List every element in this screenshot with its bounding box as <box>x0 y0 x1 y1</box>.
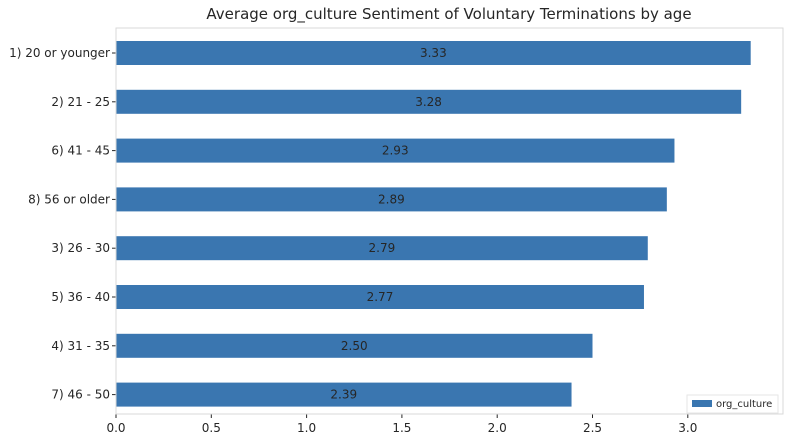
x-tick-label: 1.5 <box>392 421 411 435</box>
bar <box>116 382 572 407</box>
legend-swatch <box>692 400 712 407</box>
bar-value-label: 2.77 <box>367 290 394 304</box>
bar <box>116 187 667 212</box>
legend-box <box>686 394 779 414</box>
plot-frame <box>115 27 784 415</box>
bar <box>116 89 742 114</box>
bar-value-label: 2.50 <box>341 339 368 353</box>
chart-title: Average org_culture Sentiment of Volunta… <box>206 5 691 24</box>
bar-value-label: 2.93 <box>382 144 409 158</box>
bar-value-label: 2.39 <box>330 388 357 402</box>
y-tick-label: 8) 56 or older <box>28 192 110 206</box>
labels-layer: 3.33 3.28 2.93 2.89 2.79 2.77 2.50 2.39 <box>330 46 446 402</box>
y-tick-label: 7) 46 - 50 <box>51 388 110 402</box>
x-tick-label: 3.0 <box>678 421 697 435</box>
y-tick-label: 5) 36 - 40 <box>51 290 110 304</box>
bar <box>116 333 593 358</box>
bar <box>116 138 675 163</box>
y-axis: 1) 20 or younger 2) 21 - 25 6) 41 - 45 8) 5… <box>9 46 116 402</box>
x-tick-label: 0.0 <box>106 421 125 435</box>
x-tick-label: 2.5 <box>583 421 602 435</box>
y-tick-label: 2) 21 - 25 <box>51 95 110 109</box>
y-tick-label: 4) 31 - 35 <box>51 339 110 353</box>
y-tick-label: 6) 41 - 45 <box>51 144 110 158</box>
bar <box>116 236 648 261</box>
bar-value-label: 3.33 <box>420 46 447 60</box>
y-tick-label: 1) 20 or younger <box>9 46 110 60</box>
x-tick-label: 0.5 <box>202 421 221 435</box>
x-tick-label: 1.0 <box>297 421 316 435</box>
bar-value-label: 2.79 <box>369 241 396 255</box>
bar-value-label: 3.28 <box>415 95 442 109</box>
x-axis: 0.0 0.5 1.0 1.5 2.0 2.5 3.0 <box>106 414 697 435</box>
bars-layer <box>116 41 751 407</box>
y-tick-label: 3) 26 - 30 <box>51 241 110 255</box>
legend-label: org_culture <box>716 399 772 410</box>
bar <box>116 285 644 309</box>
legend: org_culture <box>686 394 779 414</box>
x-tick-label: 2.0 <box>488 421 507 435</box>
bar <box>116 41 751 65</box>
bar-value-label: 2.89 <box>378 192 405 206</box>
